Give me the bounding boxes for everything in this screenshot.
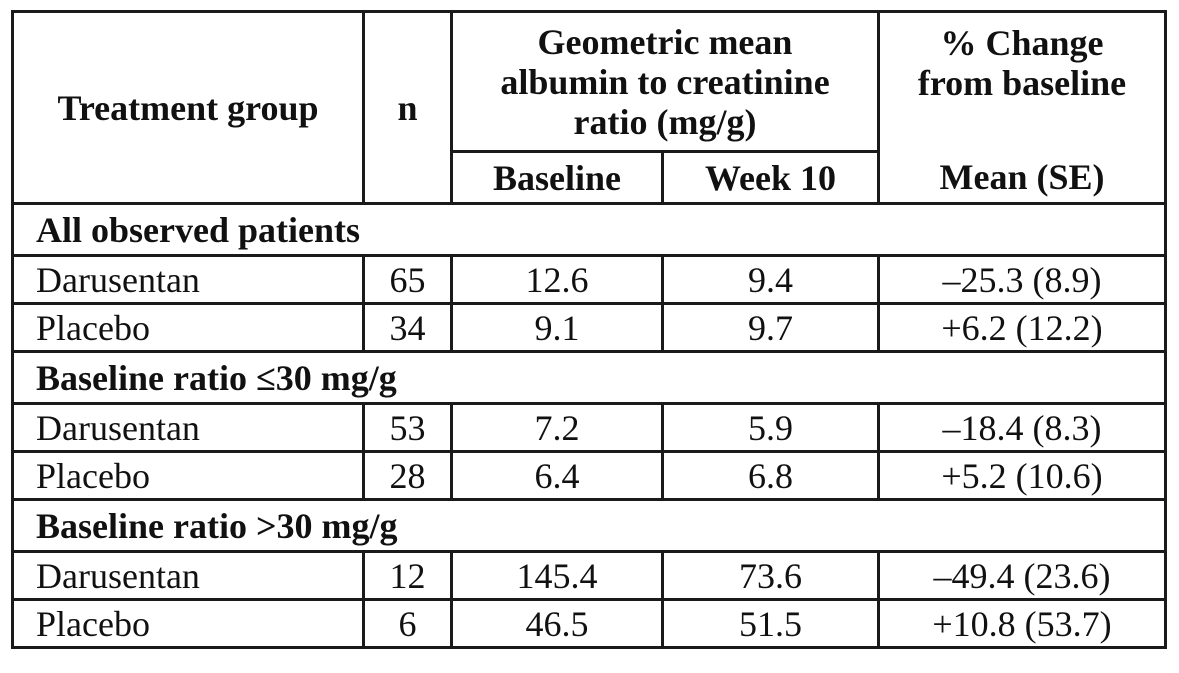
cell-group: Darusentan xyxy=(11,550,365,601)
cell-week-10: 5.9 xyxy=(661,402,880,453)
cell-change: +6.2 (12.2) xyxy=(877,302,1167,353)
section-row: All observed patients xyxy=(11,202,1167,257)
cell-n: 28 xyxy=(362,450,453,501)
header-baseline: Baseline xyxy=(450,150,664,205)
header-geometric-mean-line-3: ratio (mg/g) xyxy=(573,101,757,142)
cell-group: Placebo xyxy=(11,450,365,501)
cell-baseline: 6.4 xyxy=(450,450,664,501)
cell-week-10: 9.4 xyxy=(661,254,880,305)
cell-baseline: 9.1 xyxy=(450,302,664,353)
cell-baseline: 12.6 xyxy=(450,254,664,305)
section-title: Baseline ratio ≤30 mg/g xyxy=(11,350,1167,405)
header-row: Treatment group n Geometric mean albumin… xyxy=(11,10,1167,205)
table-row: Darusentan 65 12.6 9.4 –25.3 (8.9) xyxy=(11,254,1167,305)
section-title: Baseline ratio >30 mg/g xyxy=(11,498,1167,553)
table-row: Placebo 28 6.4 6.8 +5.2 (10.6) xyxy=(11,450,1167,501)
table-row: Darusentan 53 7.2 5.9 –18.4 (8.3) xyxy=(11,402,1167,453)
header-mean-se: Mean (SE) xyxy=(877,151,1167,205)
section-row: Baseline ratio >30 mg/g xyxy=(11,498,1167,553)
header-geometric-mean: Geometric mean albumin to creatinine rat… xyxy=(450,10,880,153)
cell-change: –18.4 (8.3) xyxy=(877,402,1167,453)
cell-week-10: 6.8 xyxy=(661,450,880,501)
cell-change: –49.4 (23.6) xyxy=(877,550,1167,601)
cell-change: +10.8 (53.7) xyxy=(877,598,1167,649)
section-title: All observed patients xyxy=(11,202,1167,257)
subheader-row: Baseline Week 10 Mean (SE) xyxy=(13,150,1167,205)
cell-baseline: 7.2 xyxy=(450,402,664,453)
header-percent-change-line-1: % Change xyxy=(940,23,1104,63)
cell-n: 34 xyxy=(362,302,453,353)
table-row: Placebo 34 9.1 9.7 +6.2 (12.2) xyxy=(11,302,1167,353)
cell-group: Darusentan xyxy=(11,402,365,453)
cell-group: Darusentan xyxy=(11,254,365,305)
header-treatment-group: Treatment group xyxy=(11,10,365,205)
header-percent-change-line-2: from baseline xyxy=(917,63,1127,103)
cell-baseline: 145.4 xyxy=(450,550,664,601)
cell-baseline: 46.5 xyxy=(450,598,664,649)
table-row: Placebo 6 46.5 51.5 +10.8 (53.7) xyxy=(11,598,1167,649)
header-geometric-mean-line-2: albumin to creatinine xyxy=(500,61,830,102)
cell-change: +5.2 (10.6) xyxy=(877,450,1167,501)
cell-n: 12 xyxy=(362,550,453,601)
header-percent-change: % Change from baseline xyxy=(877,10,1167,152)
cell-n: 6 xyxy=(362,598,453,649)
cell-group: Placebo xyxy=(11,598,365,649)
section-row: Baseline ratio ≤30 mg/g xyxy=(11,350,1167,405)
table-row: Darusentan 12 145.4 73.6 –49.4 (23.6) xyxy=(11,550,1167,601)
cell-change: –25.3 (8.9) xyxy=(877,254,1167,305)
cell-group: Placebo xyxy=(11,302,365,353)
cell-n: 53 xyxy=(362,402,453,453)
results-table: Treatment group n Geometric mean albumin… xyxy=(11,10,1167,649)
header-geometric-mean-line-1: Geometric mean xyxy=(537,21,793,62)
header-week-10: Week 10 xyxy=(661,150,880,205)
cell-week-10: 9.7 xyxy=(661,302,880,353)
cell-week-10: 51.5 xyxy=(661,598,880,649)
cell-n: 65 xyxy=(362,254,453,305)
header-n: n xyxy=(362,10,453,205)
cell-week-10: 73.6 xyxy=(661,550,880,601)
